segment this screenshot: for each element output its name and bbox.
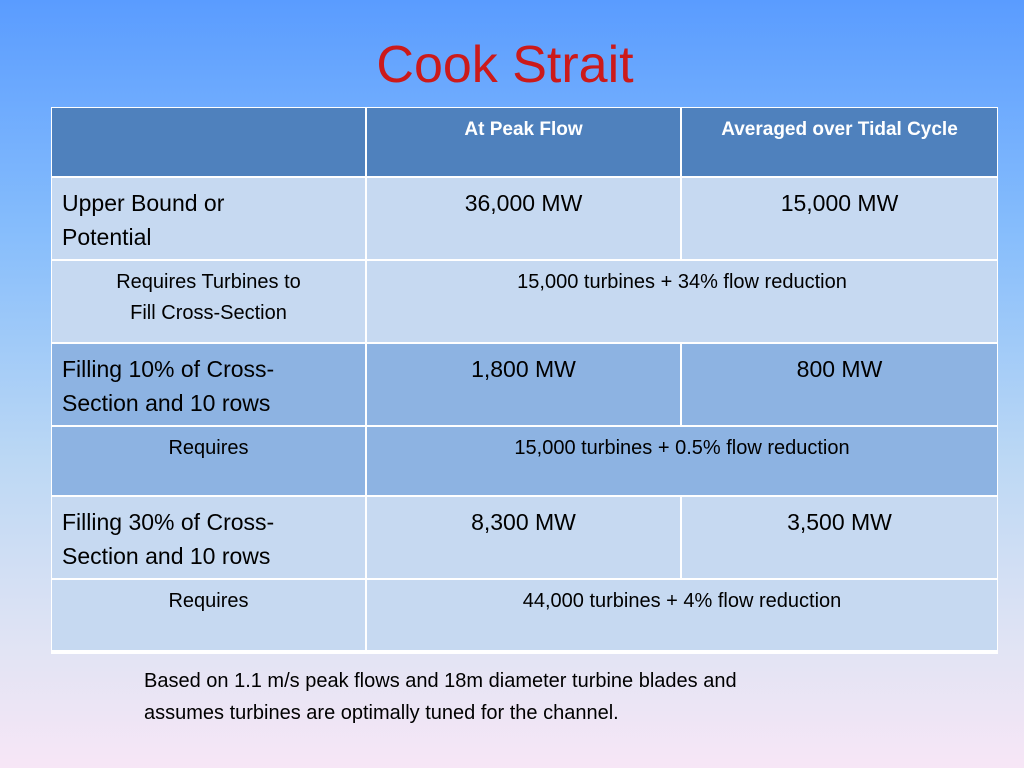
row-label-filling-30: Filling 30% of Cross- Section and 10 row… [52, 497, 367, 580]
row-label-line1: Filling 30% of Cross- [62, 509, 275, 535]
averaged-value: 15,000 MW [682, 178, 997, 261]
row-label-line2: Section and 10 rows [62, 543, 271, 569]
power-table: At Peak Flow Averaged over Tidal Cycle U… [51, 107, 998, 654]
footnote: Based on 1.1 m/s peak flows and 18m diam… [144, 665, 904, 729]
header-empty-cell [52, 108, 367, 178]
row-label-line2: Fill Cross-Section [130, 302, 287, 324]
peak-value: 1,800 MW [367, 344, 682, 427]
footnote-line2: assumes turbines are optimally tuned for… [144, 702, 619, 724]
row-label-line1: Filling 10% of Cross- [62, 356, 275, 382]
row-label-requires: Requires [52, 427, 367, 497]
row-label-line2: Potential [62, 224, 152, 250]
requirement-value: 44,000 turbines + 4% flow reduction [367, 580, 997, 650]
peak-value: 8,300 MW [367, 497, 682, 580]
requirement-value: 15,000 turbines + 34% flow reduction [367, 261, 997, 344]
averaged-value: 800 MW [682, 344, 997, 427]
requirement-value: 15,000 turbines + 0.5% flow reduction [367, 427, 997, 497]
row-label-line1: Requires Turbines to [116, 271, 301, 293]
row-label-filling-10: Filling 10% of Cross- Section and 10 row… [52, 344, 367, 427]
row-label-upper-bound: Upper Bound or Potential [52, 178, 367, 261]
peak-value: 36,000 MW [367, 178, 682, 261]
row-label-requires-turbines: Requires Turbines to Fill Cross-Section [52, 261, 367, 344]
footnote-line1: Based on 1.1 m/s peak flows and 18m diam… [144, 670, 737, 692]
slide-title: Cook Strait [376, 36, 634, 94]
header-averaged: Averaged over Tidal Cycle [682, 108, 997, 178]
row-label-line2: Section and 10 rows [62, 390, 271, 416]
row-label-requires: Requires [52, 580, 367, 650]
averaged-value: 3,500 MW [682, 497, 997, 580]
row-label-line1: Upper Bound or [62, 190, 225, 216]
header-peak-flow: At Peak Flow [367, 108, 682, 178]
